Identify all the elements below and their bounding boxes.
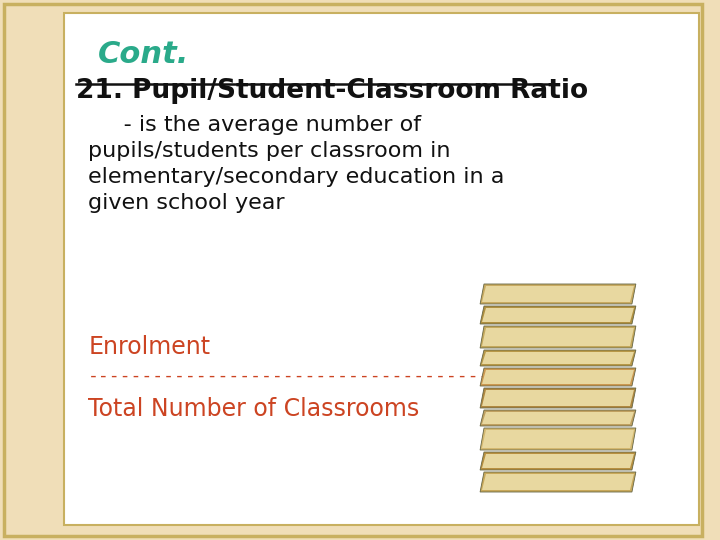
Text: 21. Pupil/Student-Classroom Ratio: 21. Pupil/Student-Classroom Ratio xyxy=(76,78,588,104)
Polygon shape xyxy=(480,452,636,470)
Polygon shape xyxy=(480,428,636,450)
Polygon shape xyxy=(480,284,636,304)
Polygon shape xyxy=(482,430,634,448)
Polygon shape xyxy=(482,328,634,346)
Polygon shape xyxy=(480,472,636,492)
Polygon shape xyxy=(480,326,636,348)
Text: Cont.: Cont. xyxy=(98,40,189,69)
Polygon shape xyxy=(480,306,636,324)
Polygon shape xyxy=(482,390,634,406)
Polygon shape xyxy=(482,352,634,364)
Polygon shape xyxy=(480,350,636,366)
Polygon shape xyxy=(482,474,634,490)
Polygon shape xyxy=(482,308,634,322)
Text: Total Number of Classrooms: Total Number of Classrooms xyxy=(88,397,420,421)
Polygon shape xyxy=(480,410,636,426)
Text: pupils/students per classroom in: pupils/students per classroom in xyxy=(88,141,451,161)
Polygon shape xyxy=(480,368,636,386)
Polygon shape xyxy=(482,412,634,424)
Text: - is the average number of: - is the average number of xyxy=(88,115,421,135)
Polygon shape xyxy=(482,286,634,302)
Text: elementary/secondary education in a: elementary/secondary education in a xyxy=(88,167,505,187)
Text: Enrolment: Enrolment xyxy=(88,335,210,359)
FancyBboxPatch shape xyxy=(4,4,701,536)
Polygon shape xyxy=(482,454,634,468)
Text: given school year: given school year xyxy=(88,193,285,213)
FancyBboxPatch shape xyxy=(63,13,698,525)
Text: ----------------------------------------: ---------------------------------------- xyxy=(88,367,523,385)
Polygon shape xyxy=(482,370,634,384)
Polygon shape xyxy=(480,388,636,408)
